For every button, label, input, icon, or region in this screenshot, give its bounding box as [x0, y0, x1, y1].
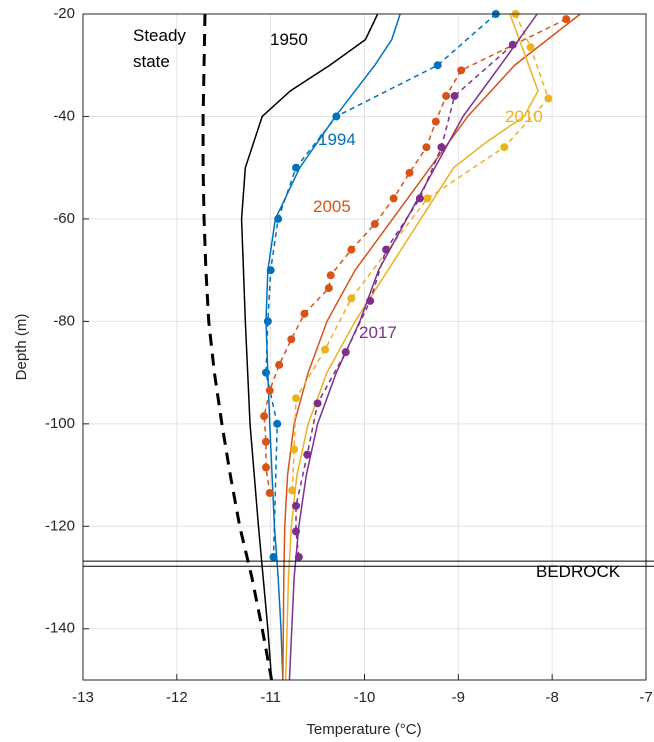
data-point: [292, 163, 301, 172]
data-point: [341, 348, 350, 357]
data-point: [274, 214, 283, 223]
data-point: [265, 489, 274, 498]
data-point: [508, 40, 517, 49]
data-point: [366, 296, 375, 305]
x-tick-label: -7: [639, 689, 652, 706]
data-point: [526, 43, 535, 52]
series-line: [240, 13, 379, 681]
data-point: [442, 91, 451, 100]
series-line: [265, 13, 497, 558]
x-tick-label: -12: [166, 689, 188, 706]
y-tick-label: -120: [45, 517, 75, 534]
data-point: [332, 112, 341, 121]
data-point: [457, 66, 466, 75]
data-point: [415, 194, 424, 203]
annotation: 2017: [359, 323, 397, 342]
data-point: [422, 143, 431, 152]
y-tick-label: -20: [53, 5, 75, 22]
data-point: [261, 368, 270, 377]
data-point: [405, 168, 414, 177]
data-point: [263, 317, 272, 326]
data-point: [423, 194, 432, 203]
data-point: [287, 335, 296, 344]
data-point: [347, 294, 356, 303]
y-axis-label: Depth (m): [13, 314, 30, 381]
data-point: [292, 527, 301, 536]
data-point: [562, 15, 571, 24]
x-tick-label: -10: [354, 689, 376, 706]
data-point: [294, 553, 303, 562]
y-tick-label: -40: [53, 107, 75, 124]
data-point: [292, 501, 301, 510]
data-point: [389, 194, 398, 203]
data-point: [275, 360, 284, 369]
annotation: BEDROCK: [536, 562, 621, 581]
data-point: [292, 394, 301, 403]
data-point: [500, 143, 509, 152]
data-point: [266, 266, 275, 275]
data-point: [261, 463, 270, 472]
series-line: [201, 13, 274, 681]
data-point: [347, 245, 356, 254]
data-point: [269, 553, 278, 562]
data-point: [382, 245, 391, 254]
x-tick-label: -8: [545, 689, 558, 706]
annotation: 1994: [318, 130, 356, 149]
data-point: [433, 61, 442, 70]
x-tick-label: -13: [72, 689, 94, 706]
x-tick-label: -9: [452, 689, 465, 706]
plot-frame: [82, 13, 647, 681]
series-line: [291, 13, 550, 491]
annotation: 2005: [313, 197, 351, 216]
data-point: [437, 143, 446, 152]
data-point: [273, 419, 282, 428]
y-tick-label: -100: [45, 415, 75, 432]
data-point: [261, 437, 270, 446]
annotation: 2010: [505, 107, 543, 126]
data-point: [326, 271, 335, 280]
data-point: [290, 445, 299, 454]
series-line: [282, 13, 581, 681]
y-tick-label: -80: [53, 312, 75, 329]
data-point: [303, 450, 312, 459]
annotation: 1950: [270, 30, 308, 49]
y-tick-label: -140: [45, 620, 75, 637]
series-line: [295, 44, 514, 558]
data-point: [265, 386, 274, 395]
data-point: [260, 412, 269, 421]
y-tick-label: -60: [53, 210, 75, 227]
data-point: [313, 399, 322, 408]
series-line: [284, 13, 539, 681]
data-point: [431, 117, 440, 126]
data-point: [300, 309, 309, 318]
series-line: [288, 13, 538, 681]
x-tick-label: -11: [260, 689, 281, 706]
x-axis-label: Temperature (°C): [306, 721, 421, 738]
data-point: [544, 94, 553, 103]
annotation: Steady state: [133, 26, 186, 71]
data-point: [324, 284, 333, 293]
data-point: [370, 220, 379, 229]
data-point: [288, 486, 297, 495]
data-point: [450, 91, 459, 100]
data-point: [321, 345, 330, 354]
